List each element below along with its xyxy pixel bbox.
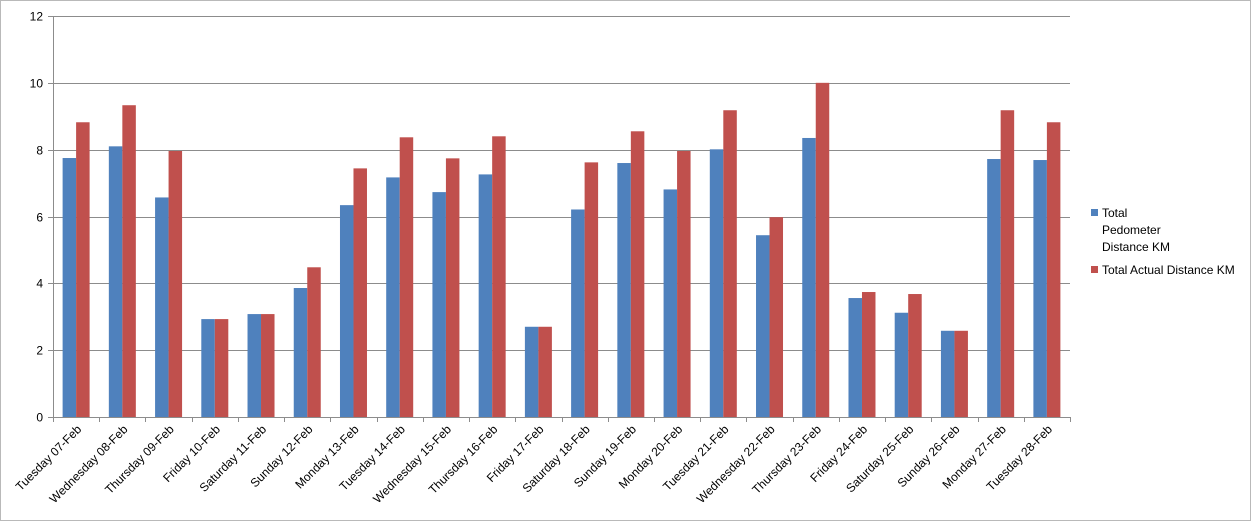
y-axis: 0 2 4 6 8 10 12 [30, 10, 54, 425]
y-tick-label: 2 [36, 344, 43, 358]
bar-actual [954, 330, 968, 417]
bar-pedometer [201, 319, 215, 417]
bar-actual [538, 326, 552, 417]
bar-actual [815, 82, 830, 417]
bar-pedometer [756, 235, 770, 417]
bar-pedometer [802, 137, 816, 417]
bar-pedometer [478, 174, 493, 417]
legend-label: Total [1102, 206, 1127, 220]
bar-pedometer [709, 149, 724, 417]
bar-pedometer [62, 158, 77, 417]
bar-actual [122, 105, 136, 417]
bar-actual [723, 110, 737, 418]
bar-pedometer [108, 146, 123, 417]
legend-swatch [1091, 266, 1098, 273]
bar-actual [1046, 122, 1061, 417]
y-tick-label: 0 [36, 411, 43, 425]
bar-actual [168, 151, 183, 417]
bar-pedometer [571, 209, 585, 417]
x-tick-label: Wednesday 22-Feb [694, 422, 778, 506]
bar-actual [399, 137, 414, 418]
y-tick-label: 4 [36, 277, 43, 291]
bars [62, 82, 1061, 418]
y-tick-label: 6 [36, 211, 43, 225]
legend-label: Distance KM [1102, 240, 1170, 254]
bar-pedometer [247, 314, 262, 417]
bar-pedometer [293, 288, 308, 417]
bar-pedometer [524, 326, 539, 417]
y-tick-label: 12 [30, 10, 44, 24]
bar-actual [353, 168, 367, 417]
bar-actual [677, 151, 691, 417]
bar-pedometer [339, 205, 354, 417]
bar-pedometer [894, 312, 909, 417]
bar-actual [630, 131, 645, 418]
bar-actual [769, 217, 784, 417]
bar-actual [76, 122, 90, 417]
y-tick-label: 10 [30, 77, 44, 91]
bar-actual [1000, 110, 1015, 418]
legend: Total Pedometer Distance KM Total Actual Di… [1091, 206, 1235, 277]
bar-pedometer [386, 177, 400, 417]
x-tick-label: Wednesday 15-Feb [370, 422, 454, 506]
legend-label: Pedometer [1102, 223, 1161, 237]
bar-pedometer [940, 330, 955, 417]
bar-pedometer [663, 189, 678, 417]
bar-actual [908, 294, 922, 417]
bar-actual [307, 267, 321, 417]
bar-pedometer [617, 163, 631, 417]
bar-actual [861, 292, 876, 417]
x-tick-label: Wednesday 08-Feb [47, 422, 131, 506]
bar-actual [214, 319, 229, 417]
bar-actual [492, 136, 506, 418]
y-tick-label: 8 [36, 144, 43, 158]
bar-pedometer [848, 298, 862, 417]
bar-actual [445, 158, 460, 418]
bar-pedometer [1033, 160, 1047, 417]
bar-pedometer [155, 197, 169, 417]
bar-pedometer [987, 159, 1001, 417]
legend-label: Total Actual Distance KM [1102, 263, 1235, 277]
bar-actual [261, 314, 275, 417]
bar-actual [584, 162, 599, 417]
bar-pedometer [432, 192, 446, 417]
legend-swatch [1091, 209, 1098, 216]
